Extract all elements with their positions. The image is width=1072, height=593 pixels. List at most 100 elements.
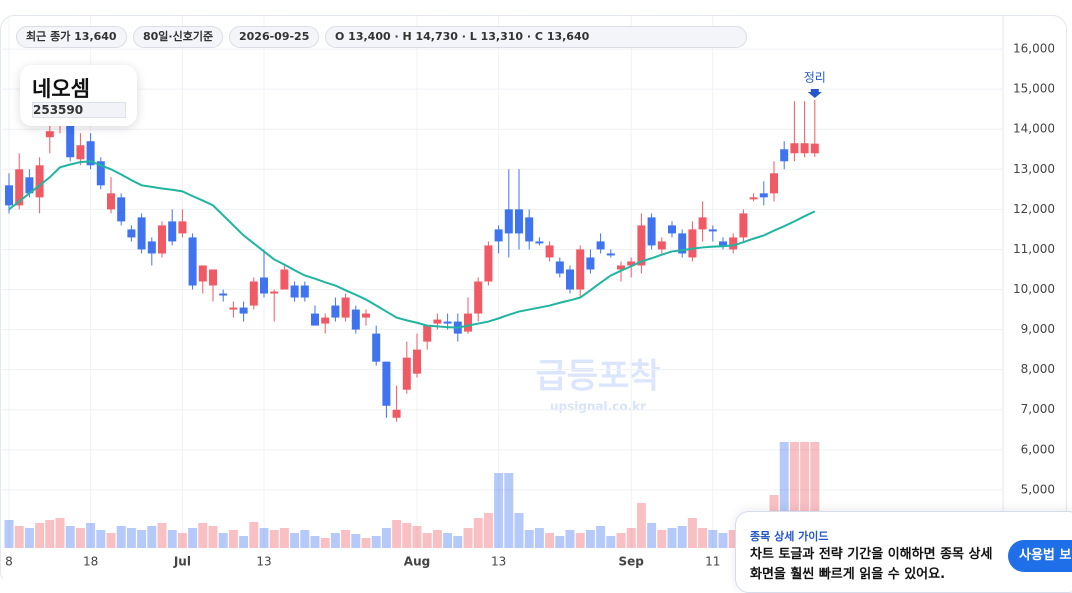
candle-body [178, 221, 187, 234]
candle-body [168, 221, 177, 242]
volume-bar [157, 523, 167, 548]
annotation: 정리 [804, 70, 826, 84]
volume-bar [300, 530, 310, 548]
volume-bar [463, 528, 473, 548]
candle-body [535, 241, 544, 244]
volume-bar [239, 536, 249, 548]
volume-bar [381, 528, 391, 548]
candle-body [800, 143, 809, 154]
y-tick-label: 5,000 [1021, 482, 1055, 496]
volume-bar [514, 513, 524, 548]
candle-body [229, 307, 238, 310]
volume-bar [585, 530, 595, 548]
guide-title: 종목 상세 가이드 [750, 530, 829, 543]
candle-body [300, 285, 309, 298]
volume-bar [626, 528, 636, 548]
volume-bar [290, 533, 300, 548]
volume-bar [473, 518, 483, 548]
volume-bar [65, 526, 75, 548]
candle-body [290, 285, 299, 298]
candle-body [321, 317, 330, 324]
y-tick-label: 7,000 [1021, 402, 1055, 416]
candle-body [637, 225, 646, 266]
volume-bar [494, 473, 504, 548]
volume-bar [310, 536, 320, 548]
volume-bar [677, 526, 687, 548]
candle-body [759, 193, 768, 198]
volume-bar [596, 526, 606, 548]
y-tick-label: 10,000 [1013, 282, 1055, 296]
candle-body [780, 149, 789, 162]
candle-body [545, 245, 554, 258]
candle-body [239, 307, 248, 314]
volume-bar [228, 530, 238, 548]
candle-body [280, 269, 289, 290]
candle-body [402, 357, 411, 390]
candle-body [504, 209, 513, 234]
candle-body [708, 229, 717, 232]
candle-body [719, 241, 727, 246]
candle-body [35, 165, 44, 198]
volume-bar [392, 520, 402, 548]
candle-body [331, 305, 340, 318]
volume-bar [75, 528, 85, 548]
volume-bar [341, 530, 351, 548]
volume-bar [198, 523, 208, 548]
volume-bar [616, 533, 626, 548]
stock-card: 네오셈 253590 [20, 65, 137, 126]
volume-bar [116, 526, 126, 548]
stock-name: 네오셈 [32, 77, 90, 101]
candle-body [586, 257, 595, 270]
guide-button[interactable]: 사용법 보기 [1008, 540, 1072, 572]
candle-body [525, 217, 534, 242]
volume-bar [565, 530, 575, 548]
candle-body [45, 131, 54, 138]
candle-body [790, 143, 799, 154]
y-tick-label: 15,000 [1013, 82, 1055, 96]
candle-body [15, 169, 24, 206]
watermark-url: upsignal.co.kr [550, 400, 646, 414]
candle-body [372, 333, 381, 362]
candle-body [647, 217, 656, 246]
volume-bar [708, 530, 718, 548]
volume-bar [636, 503, 646, 548]
volume-bar [320, 538, 330, 548]
candle-body [729, 237, 738, 250]
volume-bar [351, 534, 361, 548]
volume-bar [167, 530, 177, 548]
candle-body [443, 321, 452, 324]
candle-body [158, 225, 166, 254]
volume-bar [432, 530, 442, 548]
volume-bar [687, 518, 697, 548]
volume-bar [106, 533, 116, 548]
candle-body [362, 313, 370, 318]
chart: 급등포착 upsignal.co.kr 5,000 6,000 7,000 8,000… [0, 15, 1067, 579]
candle-body [147, 241, 156, 254]
frame [0, 15, 1067, 579]
page: 급등포착 upsignal.co.kr 5,000 6,000 7,000 8,000… [0, 15, 1072, 593]
volume-bar [177, 533, 187, 548]
volume-bar [249, 522, 259, 548]
volume-bar [330, 533, 340, 548]
candle-body [249, 281, 258, 306]
candle-body [198, 265, 207, 282]
y-tick-label: 12,000 [1013, 202, 1055, 216]
candle-body [66, 125, 75, 158]
volume-bar [810, 442, 820, 548]
volume-bar [55, 518, 65, 548]
volume-bar [443, 533, 453, 548]
volume-bar [483, 513, 493, 548]
candle-body [219, 293, 228, 296]
candle-body [474, 281, 483, 314]
candle-body [25, 177, 34, 194]
candle-body [392, 409, 401, 418]
volume-bar [259, 528, 269, 548]
watermark-title: 급등포착 [535, 357, 660, 397]
candle-body [311, 313, 319, 326]
volume-bar [126, 528, 136, 548]
info-pill: 최근 종가 13,640 [16, 26, 127, 48]
candle-body [86, 141, 95, 166]
candle-body [555, 261, 564, 274]
candle-body [739, 213, 748, 238]
candle-body [413, 349, 421, 374]
